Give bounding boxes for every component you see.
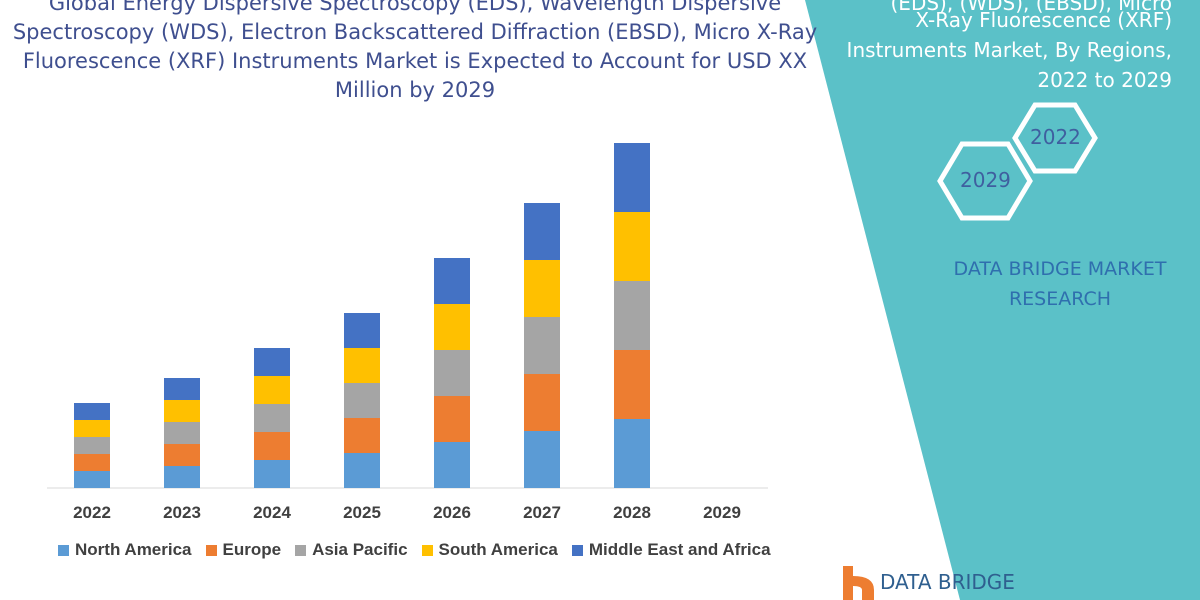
legend-label: North America: [75, 540, 192, 559]
x-tick-label: 2024: [253, 503, 291, 522]
chart-title-line-1: Global Energy Dispersive Spectroscopy (E…: [48, 0, 782, 15]
bar-segment: [524, 260, 560, 317]
hex-2029-label: 2029: [960, 168, 1011, 192]
chart-legend: North America Europe Asia Pacific South …: [58, 540, 771, 560]
legend-label: Asia Pacific: [312, 540, 408, 559]
x-tick-label: 2028: [613, 503, 651, 522]
bar-segment: [614, 212, 650, 281]
bar-segment: [614, 281, 650, 350]
bar-segment: [434, 396, 470, 442]
bar-segment: [344, 383, 380, 418]
x-tick-label: 2025: [343, 503, 381, 522]
chart-title-line-3: Fluorescence (XRF) Instruments Market is…: [22, 49, 808, 73]
bar-segment: [344, 418, 380, 453]
legend-swatch: [571, 544, 583, 556]
bar-segment: [74, 471, 110, 488]
bar-segment: [434, 442, 470, 488]
legend-item-middle-east-africa: Middle East and Africa: [571, 540, 771, 560]
x-tick-label: 2029: [703, 503, 741, 522]
bar-segment: [254, 348, 290, 376]
x-tick-label: 2027: [523, 503, 561, 522]
hex-2029-icon: [937, 141, 1033, 221]
bar-segment: [614, 143, 650, 212]
bar-segment: [164, 378, 200, 400]
bar-segment: [524, 203, 560, 260]
chart-title-line-4: Million by 2029: [334, 78, 496, 102]
legend-swatch: [295, 544, 307, 556]
bar-segment: [164, 444, 200, 466]
side-title-line-4: 2022 to 2029: [1037, 68, 1172, 92]
x-tick-label: 2022: [73, 503, 111, 522]
chart-area: 2022 2023 2024 2025 2026 2027 2028 2029: [47, 143, 768, 522]
legend-item-south-america: South America: [421, 540, 558, 560]
legend-swatch: [58, 544, 69, 556]
bar-segment: [524, 431, 560, 488]
x-tick-label: 2026: [433, 503, 471, 522]
bar-segment: [524, 317, 560, 374]
logo-text: DATA BRIDGE: [880, 570, 1015, 594]
hex-2022-icon: [1012, 102, 1098, 174]
bar-segment: [254, 432, 290, 460]
side-panel-background: [805, 0, 1200, 600]
bar-segment: [254, 376, 290, 404]
legend-item-europe: Europe: [205, 540, 282, 560]
bar-segment: [344, 453, 380, 488]
legend-item-north-america: North America: [58, 540, 192, 560]
bar-segment: [434, 350, 470, 396]
chart-title-line-2: Spectroscopy (WDS), Electron Backscatter…: [12, 20, 818, 44]
legend-swatch: [421, 544, 433, 556]
bar-segment: [74, 437, 110, 454]
legend-swatch: [205, 544, 217, 556]
bar-segment: [524, 374, 560, 431]
side-title-line-1: (EDS), (WDS), (EBSD), Micro: [890, 0, 1173, 15]
bar-segment: [164, 400, 200, 422]
hex-2022-label: 2022: [1030, 125, 1081, 149]
bar-segment: [614, 419, 650, 488]
side-title-line-2: X-Ray Fluorescence (XRF): [915, 8, 1172, 32]
bar-segment: [254, 460, 290, 488]
bar-segment: [74, 420, 110, 437]
x-tick-label: 2023: [163, 503, 201, 522]
bar-segment: [74, 454, 110, 471]
brand-line-2: RESEARCH: [1008, 288, 1112, 310]
legend-label: South America: [438, 540, 558, 559]
legend-item-asia-pacific: Asia Pacific: [295, 540, 408, 560]
bar-segment: [344, 313, 380, 348]
bar-segment: [164, 466, 200, 488]
side-title-line-3: Instruments Market, By Regions,: [846, 38, 1172, 62]
logo-icon: [843, 566, 874, 600]
legend-label: Middle East and Africa: [588, 540, 771, 559]
bar-segment: [254, 404, 290, 432]
bar-segment: [74, 403, 110, 420]
bar-segment: [344, 348, 380, 383]
bar-segment: [434, 258, 470, 304]
bar-segment: [164, 422, 200, 444]
brand-line-1: DATA BRIDGE MARKET: [953, 258, 1167, 280]
legend-label: Europe: [222, 540, 282, 559]
bar-segment: [434, 304, 470, 350]
bar-segment: [614, 350, 650, 419]
